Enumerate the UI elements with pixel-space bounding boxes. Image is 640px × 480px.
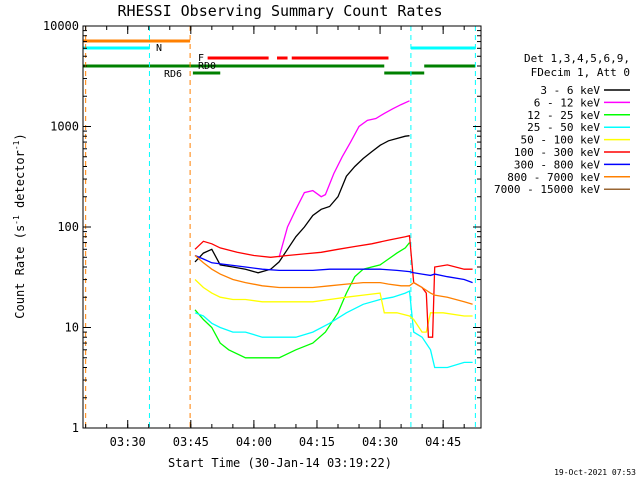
saa-flag-label: S: [70, 37, 76, 48]
y-tick-label: 10: [65, 321, 79, 335]
legend-label-5: 100 - 300 keV: [514, 146, 600, 159]
x-tick-label: 04:45: [425, 435, 461, 449]
legend-label-7: 800 - 7000 keV: [507, 171, 600, 184]
legend-header-line1: Det 1,3,4,5,6,9,: [524, 52, 630, 65]
legend: Det 1,3,4,5,6,9, FDecim 1, Att 0 3 - 6 k…: [494, 52, 630, 196]
y-label-mid: detector: [13, 150, 27, 215]
y-label-exp2: -1: [12, 140, 21, 150]
x-tick-label: 04:30: [362, 435, 398, 449]
x-tick-label: 03:45: [173, 435, 209, 449]
legend-label-8: 7000 - 15000 keV: [494, 183, 600, 196]
series-line-3: [194, 290, 473, 369]
night-flag-label: N: [156, 43, 162, 54]
series-line-4: [194, 279, 473, 333]
y-tick-label: 1000: [50, 120, 79, 134]
plot-frame: [82, 25, 482, 429]
legend-header-line2: FDecim 1, Att 0: [531, 66, 630, 79]
series-line-1: [278, 100, 410, 258]
legend-label-3: 25 - 50 keV: [527, 121, 600, 134]
rd6-flag-label: RD6: [164, 69, 182, 80]
y-tick-label: 10000: [43, 19, 79, 33]
y-tick-label: 1: [72, 421, 79, 435]
series-line-0: [194, 135, 410, 274]
y-label-exp1: -1: [12, 215, 21, 225]
x-tick-label: 04:15: [299, 435, 335, 449]
legend-label-4: 50 - 100 keV: [521, 134, 601, 147]
x-axis-label: Start Time (30-Jan-14 03:19:22): [168, 456, 392, 470]
chart-title: RHESSI Observing Summary Count Rates: [117, 2, 442, 20]
legend-label-2: 12 - 25 keV: [527, 109, 600, 122]
y-label-main: Count Rate (s: [13, 225, 27, 319]
rd0-flag-label: RD0: [198, 61, 216, 72]
flare-flag-label: F: [198, 53, 204, 64]
legend-label-6: 300 - 800 keV: [514, 158, 600, 171]
y-label-end: ): [13, 133, 27, 140]
series-line-7: [194, 255, 473, 305]
y-tick-label: 100: [57, 220, 79, 234]
x-tick-label: 03:30: [110, 435, 146, 449]
legend-label-0: 3 - 6 keV: [540, 84, 600, 97]
series-line-5: [194, 234, 473, 338]
x-tick-label: 04:00: [236, 435, 272, 449]
series-line-2: [194, 242, 411, 359]
legend-label-1: 6 - 12 keV: [534, 96, 601, 109]
series-line-6: [194, 254, 473, 284]
plot-timestamp: 19-Oct-2021 07:53: [554, 468, 636, 477]
y-axis-label: Count Rate (s-1 detector-1): [12, 133, 27, 318]
